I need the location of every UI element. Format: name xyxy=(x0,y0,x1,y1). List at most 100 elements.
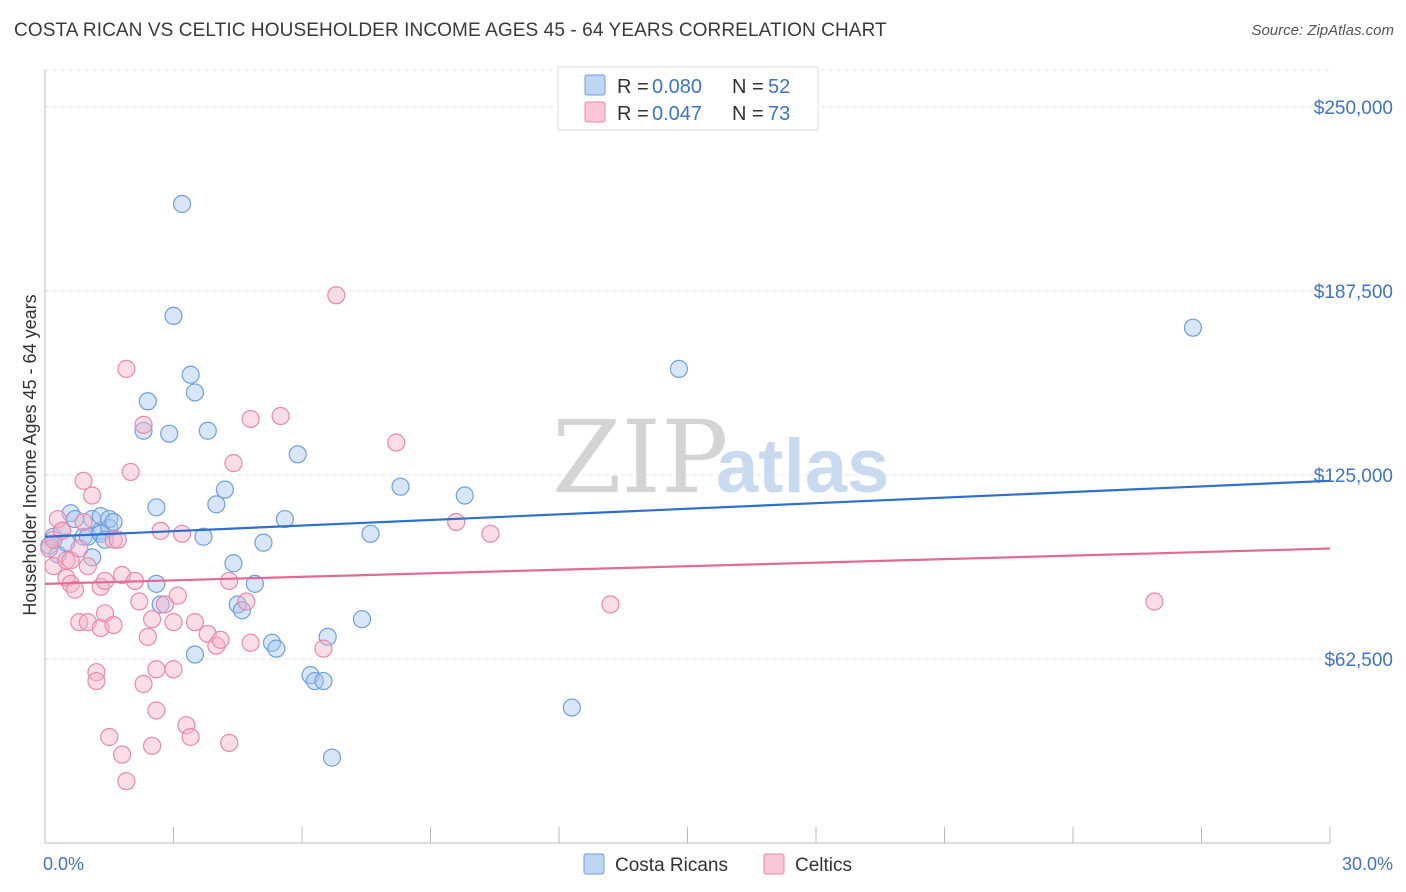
point-celtics xyxy=(117,772,136,791)
trend-line-costa-ricans xyxy=(44,479,1331,538)
y-tick-label: $125,000 xyxy=(1314,466,1393,487)
point-costa-ricans xyxy=(172,194,192,214)
point-costa-ricans xyxy=(215,480,234,499)
point-celtics xyxy=(241,409,260,429)
point-costa-ricans xyxy=(1183,318,1203,337)
point-celtics xyxy=(142,736,162,755)
legend-n-label: N = xyxy=(732,76,764,98)
point-celtics xyxy=(177,716,196,735)
point-celtics xyxy=(224,454,243,473)
point-celtics xyxy=(74,471,93,490)
point-celtics xyxy=(87,671,106,691)
point-celtics xyxy=(121,462,140,482)
bottom-legend-label-costa-ricans: Costa Ricans xyxy=(615,855,728,876)
point-costa-ricans xyxy=(322,748,342,767)
point-celtics xyxy=(314,639,333,658)
point-celtics xyxy=(74,512,93,532)
point-costa-ricans xyxy=(134,421,153,440)
point-celtics xyxy=(181,727,200,747)
bottom-legend-label-celtics: Celtics xyxy=(795,855,852,876)
point-celtics xyxy=(211,630,230,649)
point-celtics xyxy=(155,595,175,614)
point-celtics xyxy=(83,486,102,505)
point-celtics xyxy=(327,286,346,305)
legend-r-value: 0.080 xyxy=(652,76,702,98)
point-celtics xyxy=(271,406,290,426)
bottom-legend: Costa Ricans Celtics xyxy=(583,853,852,876)
point-costa-ricans xyxy=(669,359,689,378)
point-celtics xyxy=(57,551,76,570)
point-costa-ricans xyxy=(74,527,93,546)
point-costa-ricans xyxy=(267,639,286,658)
point-celtics xyxy=(147,660,166,679)
point-celtics xyxy=(601,595,620,614)
point-celtics xyxy=(134,415,153,434)
point-celtics xyxy=(138,627,157,646)
point-celtics xyxy=(112,745,132,764)
point-celtics xyxy=(130,592,149,611)
watermark-atlas: atlas xyxy=(716,424,889,509)
legend-n-value: 73 xyxy=(768,103,790,125)
point-celtics xyxy=(387,433,406,452)
point-costa-ricans xyxy=(198,421,217,440)
point-celtics xyxy=(104,615,123,635)
point-costa-ricans xyxy=(181,365,200,384)
legend-n-value: 52 xyxy=(768,76,790,98)
point-costa-ricans xyxy=(160,424,179,443)
trend-line-celtics xyxy=(44,547,1331,585)
point-costa-ricans xyxy=(318,627,337,646)
y-tick-labels: $62,500 $125,000 $187,500 $250,000 xyxy=(1314,98,1393,671)
point-costa-ricans xyxy=(151,595,170,614)
point-celtics xyxy=(142,610,162,629)
legend-n-label: N = xyxy=(732,103,764,125)
point-celtics xyxy=(134,674,153,694)
bottom-legend-swatch-costa-ricans xyxy=(583,853,605,875)
bottom-legend-swatch-celtics xyxy=(763,853,785,875)
legend-r-value: 0.047 xyxy=(652,103,702,125)
legend-swatch-costa-ricans xyxy=(584,74,606,96)
x-tick-labels: 0.0% 30.0% xyxy=(43,854,1393,874)
point-costa-ricans xyxy=(147,498,166,517)
point-celtics xyxy=(168,586,187,605)
point-costa-ricans xyxy=(83,548,102,567)
point-celtics xyxy=(237,592,256,611)
point-celtics xyxy=(95,571,115,591)
point-celtics xyxy=(100,727,119,747)
watermark: ZIP atlas xyxy=(552,399,889,516)
point-costa-ricans xyxy=(275,509,294,529)
point-celtics xyxy=(220,733,239,752)
point-costa-ricans xyxy=(391,477,410,496)
point-costa-ricans xyxy=(164,306,183,325)
point-costa-ricans xyxy=(288,445,307,464)
x-tick-label: 30.0% xyxy=(1342,854,1393,874)
legend-r-label: R = xyxy=(617,76,649,98)
point-celtics xyxy=(447,512,466,532)
point-celtics xyxy=(78,557,97,576)
legend-swatch-celtics xyxy=(584,101,606,123)
point-celtics xyxy=(70,539,89,558)
point-costa-ricans xyxy=(254,533,273,552)
point-costa-ricans xyxy=(232,601,252,620)
legend-r-label: R = xyxy=(617,103,649,125)
point-celtics xyxy=(117,359,136,378)
point-celtics xyxy=(104,530,123,549)
point-costa-ricans xyxy=(185,645,205,664)
point-celtics xyxy=(185,613,205,632)
point-costa-ricans xyxy=(562,698,581,717)
y-tick-label: $250,000 xyxy=(1314,98,1393,119)
point-celtics xyxy=(164,660,183,679)
point-celtics xyxy=(1145,592,1164,611)
chart-source: Source: ZipAtlas.com xyxy=(1251,22,1394,39)
legend: R = 0.080 N = 52 R = 0.047 N = 73 xyxy=(557,66,819,131)
point-celtics xyxy=(481,524,500,543)
point-celtics xyxy=(48,509,67,529)
point-celtics xyxy=(65,580,85,599)
y-tick-label: $62,500 xyxy=(1324,650,1393,671)
point-celtics xyxy=(147,701,166,720)
point-celtics xyxy=(164,613,183,632)
point-costa-ricans xyxy=(194,527,213,546)
point-costa-ricans xyxy=(224,554,243,573)
watermark-zip: ZIP xyxy=(552,399,728,516)
point-costa-ricans xyxy=(185,383,205,402)
